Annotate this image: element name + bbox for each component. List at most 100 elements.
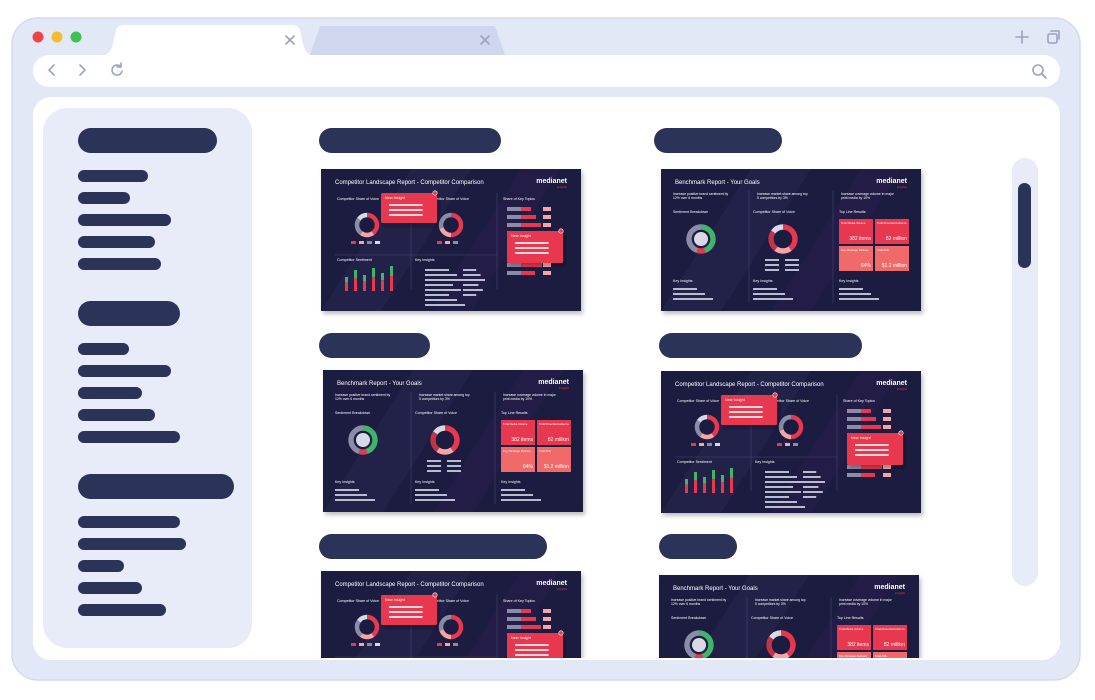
- panel-label: Competitor Sentiment: [677, 460, 712, 464]
- insight-callout[interactable]: New Insight: [381, 190, 438, 223]
- donut-segment: [706, 414, 720, 437]
- callout-title: New Insight: [511, 234, 532, 238]
- topic-bar: [883, 417, 891, 421]
- donut-segment: [358, 448, 368, 455]
- sentiment-bar: [390, 266, 393, 276]
- legend-swatch: [367, 241, 372, 244]
- window-maximize[interactable]: [70, 31, 82, 43]
- search-button[interactable]: [1032, 64, 1047, 79]
- result-tile[interactable]: Total AVE$1.2 million: [537, 447, 571, 472]
- panel-label: Competitor Share of Voice: [337, 599, 379, 603]
- report-title: Competitor Landscape Report - Competitor…: [675, 382, 824, 388]
- donut-segment: [684, 630, 700, 658]
- text-placeholder: [515, 654, 549, 656]
- restore-button[interactable]: [1047, 30, 1060, 44]
- donut-segment: [694, 419, 703, 437]
- result-tile[interactable]: Total AVE$1.2 million: [873, 652, 907, 677]
- legend-swatch: [445, 241, 450, 244]
- brand: medianet: [876, 380, 907, 387]
- sentiment-bar: [730, 468, 733, 478]
- topic-bar: [521, 625, 541, 629]
- panel-label: Key Insights: [751, 685, 771, 689]
- address-bar[interactable]: [33, 55, 1060, 87]
- result-tile[interactable]: Total Media Volume 382 items: [837, 625, 871, 650]
- text-placeholder: [855, 454, 889, 456]
- text-placeholder: [855, 444, 889, 446]
- new-tab[interactable]: [1015, 30, 1029, 44]
- sentiment-bar: [694, 472, 697, 481]
- donut-segment: [438, 614, 452, 631]
- back-button[interactable]: [48, 64, 55, 76]
- background-stripe: [323, 370, 473, 512]
- window-close[interactable]: [32, 31, 44, 43]
- result-tile[interactable]: Total AVE$1.2 million: [875, 246, 909, 271]
- report-thumbnail[interactable]: Competitor Landscape Report - Competitor…: [321, 169, 581, 311]
- report-thumbnail[interactable]: Competitor Landscape Report - Competitor…: [321, 571, 581, 700]
- legend-swatch: [785, 264, 799, 266]
- tile-box: [875, 246, 909, 271]
- report-title: Competitor Landscape Report - Competitor…: [335, 180, 484, 186]
- donut-segment: [357, 614, 368, 623]
- text-placeholder: [803, 471, 817, 473]
- text-placeholder: [671, 694, 695, 696]
- insight-callout[interactable]: New Insight: [721, 392, 778, 425]
- sentiment-bar: [345, 685, 348, 693]
- text-placeholder: [515, 247, 549, 249]
- legend-swatch: [447, 470, 461, 472]
- text-placeholder: [673, 298, 713, 300]
- text-placeholder: [425, 304, 465, 306]
- panel-label: Key Insights: [839, 279, 859, 283]
- report-thumbnail[interactable]: Benchmark Report - Your Goals medianetins…: [661, 169, 921, 311]
- window-minimize[interactable]: [51, 31, 63, 43]
- text-placeholder: [335, 494, 367, 496]
- panel-label: Key Insights: [753, 279, 773, 283]
- tile-label: Total AVE: [875, 654, 887, 658]
- result-tile[interactable]: Total Potential Audience 82 million: [875, 219, 909, 244]
- text-placeholder: [425, 284, 453, 286]
- donut-segment: [357, 212, 368, 221]
- topic-bar: [521, 223, 541, 227]
- insight-callout[interactable]: New Insight: [507, 630, 564, 665]
- insight-callout[interactable]: New Insight: [507, 228, 564, 263]
- panel-label: Competitor Share of Voice: [677, 399, 719, 403]
- tab-inactive[interactable]: [310, 26, 505, 55]
- topic-bar: [507, 223, 521, 227]
- report-thumbnail[interactable]: Benchmark Report - Your Goals medianetins…: [323, 370, 583, 512]
- text-placeholder: [389, 204, 423, 206]
- tab-close[interactable]: [285, 35, 295, 45]
- text-placeholder: [729, 416, 763, 418]
- topic-bar: [507, 271, 521, 275]
- forward-button[interactable]: [79, 64, 86, 76]
- text-placeholder: [765, 501, 797, 503]
- insight-callout[interactable]: New Insight: [847, 430, 904, 465]
- donut-segment: [696, 247, 706, 254]
- callout-badge: [558, 228, 564, 234]
- text-placeholder: [855, 449, 889, 451]
- result-tile[interactable]: Total Potential Audience 82 million: [873, 625, 907, 650]
- text-placeholder: [425, 686, 453, 688]
- result-tile[interactable]: Total Media Volume 382 items: [839, 219, 873, 244]
- panel-label: Key Insights: [755, 460, 775, 464]
- report-thumbnail[interactable]: Benchmark Report - Your Goals medianetins…: [659, 575, 919, 700]
- panel-label: Top Line Results: [839, 210, 866, 214]
- report-thumbnail[interactable]: Competitor Landscape Report - Competitor…: [661, 371, 921, 513]
- result-tile[interactable]: Total Potential Audience 82 million: [537, 420, 571, 445]
- tab-active[interactable]: [100, 25, 316, 56]
- background-stripe: [433, 370, 563, 512]
- sentiment-bar: [381, 682, 384, 693]
- panel-label: Key Insights: [671, 685, 691, 689]
- topic-bar: [543, 207, 551, 211]
- sentiment-bar: [345, 277, 348, 283]
- topic-bar: [507, 625, 521, 629]
- donut-segment: [772, 652, 790, 658]
- sub-brand: insights: [895, 591, 906, 595]
- text-placeholder: [729, 406, 763, 408]
- scrollbar[interactable]: [1012, 158, 1038, 586]
- insight-callout[interactable]: New Insight: [381, 592, 438, 625]
- reload-button[interactable]: [111, 62, 123, 76]
- tab-close[interactable]: [480, 35, 490, 45]
- result-tile[interactable]: Total Media Volume 382 items: [501, 420, 535, 445]
